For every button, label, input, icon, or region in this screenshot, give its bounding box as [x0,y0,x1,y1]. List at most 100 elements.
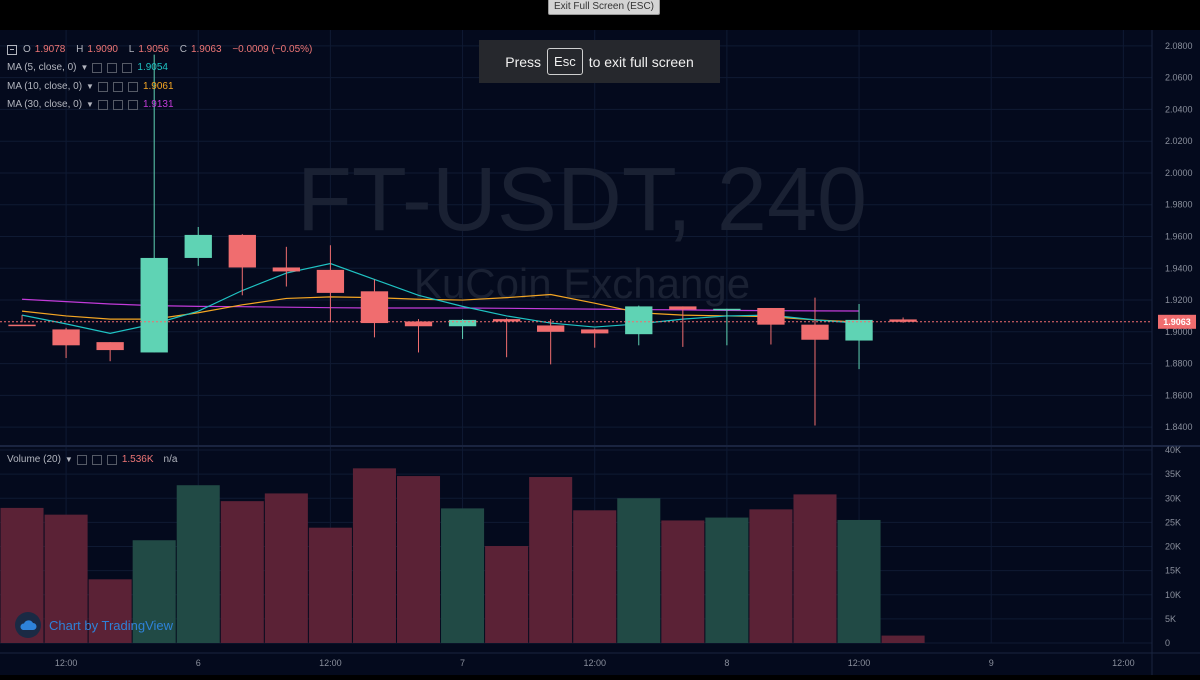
candle-body [669,306,697,310]
price-tick-label: 1.8400 [1165,422,1193,432]
volume-tick-label: 30K [1165,493,1181,503]
close-icon[interactable] [106,454,117,465]
volume-bar [881,635,925,643]
volume-bar [661,520,705,643]
volume-value: 1.536K [121,454,154,465]
price-tick-label: 1.9600 [1165,232,1193,242]
price-tick-label: 1.8600 [1165,390,1193,400]
ohlc-h-label: H [76,44,84,55]
close-icon[interactable] [122,62,133,73]
candle-body [316,269,345,293]
volume-bar [837,519,881,643]
ohlc-change: −0.0009 (−0.05%) [232,44,313,55]
eye-icon[interactable] [92,62,103,73]
candle-body [845,319,873,341]
gear-icon[interactable] [112,99,123,110]
volume-bar [573,510,617,643]
cloud-icon [15,612,41,638]
ma10-legend[interactable]: MA (10, close, 0) ▼ 1.9061 [7,81,174,92]
candle-body [8,324,36,327]
price-tick-label: 1.8800 [1165,359,1193,369]
candle-body [448,319,477,327]
gear-icon[interactable] [112,81,123,92]
fullscreen-toast: Press Esc to exit full screen [479,40,720,83]
ohlc-legend: O 1.9078 H 1.9090 L 1.9056 C 1.9063 −0.0009 … [7,44,312,55]
collapse-icon[interactable] [7,44,17,55]
price-tick-label: 2.0000 [1165,168,1193,178]
candle-body [360,291,389,324]
volume-bar [529,477,573,643]
gear-icon[interactable] [107,62,118,73]
ma5-value: 1.9054 [137,62,168,73]
price-tick-label: 1.9200 [1165,295,1193,305]
time-tick-label: 7 [460,658,465,668]
ohlc-l-label: L [128,44,135,55]
toast-press: Press [505,53,542,70]
volume-bar [176,485,220,643]
time-tick-label: 12:00 [848,658,871,668]
gear-icon[interactable] [91,454,102,465]
candle-body [537,325,565,332]
time-tick-label: 12:00 [1112,658,1135,668]
ohlc-h-value: 1.9090 [87,44,118,55]
volume-bar [617,498,661,643]
volume-bar [705,517,749,643]
price-tick-label: 2.0400 [1165,104,1193,114]
volume-legend[interactable]: Volume (20) ▼ 1.536K n/a [7,454,177,465]
volume-bar [396,476,441,643]
toast-rest: to exit full screen [588,53,694,70]
time-tick-label: 12:00 [55,658,78,668]
candle-body [272,267,301,272]
candle-body [184,234,212,258]
volume-bar [264,493,308,643]
chevron-down-icon[interactable]: ▼ [64,455,73,464]
time-tick-label: 8 [724,658,729,668]
candle-body [404,321,433,327]
ma5-label: MA (5, close, 0) [7,62,77,73]
candle-body [625,306,653,335]
volume-bar [132,540,176,643]
chevron-down-icon[interactable]: ▼ [86,82,94,91]
candle-body [52,329,80,346]
exit-fullscreen-button[interactable]: Exit Full Screen (ESC) [548,0,660,15]
tradingview-brand[interactable]: Chart by TradingView [15,612,173,638]
eye-icon[interactable] [97,99,108,110]
volume-tick-label: 40K [1165,445,1181,455]
candle-body [801,324,829,340]
volume-tick-label: 5K [1165,614,1176,624]
price-tick-label: 2.0800 [1165,41,1193,51]
chevron-down-icon[interactable]: ▼ [80,63,89,72]
volume-bar [485,546,529,643]
candle-body [140,257,168,353]
ohlc-l-value: 1.9056 [138,44,169,55]
time-tick-label: 9 [989,658,994,668]
ma5-legend[interactable]: MA (5, close, 0) ▼ 1.9054 [7,62,168,73]
price-tick-label: 2.0600 [1165,73,1193,83]
esc-key: Esc [547,48,583,75]
current-price-badge [1158,314,1196,329]
eye-icon[interactable] [97,81,108,92]
price-tick-label: 2.0200 [1165,136,1193,146]
ohlc-o-label: O [23,44,31,55]
time-tick-label: 12:00 [319,658,342,668]
close-icon[interactable] [127,99,138,110]
volume-bar [793,494,837,643]
ohlc-o-value: 1.9078 [34,44,66,55]
brand-label: Chart by TradingView [49,617,174,633]
volume-bar [44,514,88,643]
candle-body [96,342,124,351]
ohlc-c-value: 1.9063 [190,44,222,55]
ma30-legend[interactable]: MA (30, close, 0) ▼ 1.9131 [7,99,174,110]
volume-ma-value: n/a [163,454,178,465]
eye-icon[interactable] [76,454,87,465]
candle-body [757,307,785,325]
candle-body [581,329,609,334]
price-tick-label: 1.9000 [1165,327,1193,337]
price-tick-label: 1.9400 [1165,263,1193,273]
volume-tick-label: 20K [1165,542,1181,552]
chevron-down-icon[interactable]: ▼ [86,100,94,109]
close-icon[interactable] [127,81,138,92]
current-price-label: 1.9063 [1163,317,1191,327]
volume-bar [749,509,793,643]
